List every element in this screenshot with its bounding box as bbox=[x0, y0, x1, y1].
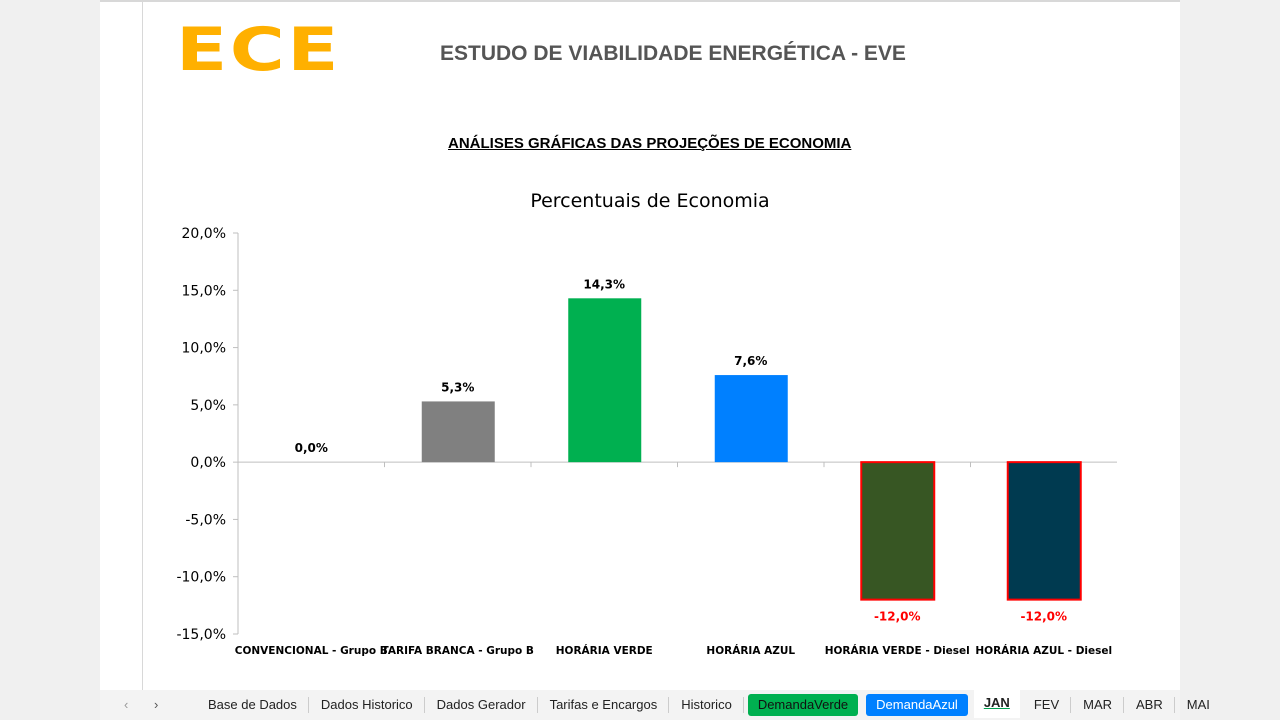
column-divider bbox=[142, 0, 143, 690]
sheet-tab-base-de-dados[interactable]: Base de Dados bbox=[208, 697, 297, 712]
sheet-tab-historico[interactable]: Historico bbox=[681, 697, 732, 712]
tab-scroll-prev[interactable]: ‹ bbox=[124, 697, 129, 712]
sheet-tabs-bar: ‹ › Base de Dados Dados Historico Dados Ge… bbox=[100, 690, 1210, 720]
tab-separator bbox=[742, 697, 744, 713]
tab-separator bbox=[536, 697, 538, 713]
tab-separator bbox=[1173, 697, 1175, 713]
tab-separator bbox=[423, 697, 425, 713]
worksheet bbox=[100, 0, 1180, 692]
tab-separator bbox=[1070, 697, 1072, 713]
sheet-tab-dados-historico[interactable]: Dados Historico bbox=[320, 697, 413, 712]
sheet-tab-abr[interactable]: ABR bbox=[1136, 697, 1163, 712]
sheet-tab-dados-gerador[interactable]: Dados Gerador bbox=[436, 697, 526, 712]
sheet-tab-demandaverde[interactable]: DemandaVerde bbox=[747, 694, 859, 716]
sheet-tab-fev[interactable]: FEV bbox=[1033, 697, 1060, 712]
section-subtitle: ANÁLISES GRÁFICAS DAS PROJEÇÕES DE ECONO… bbox=[448, 135, 852, 152]
tab-separator bbox=[1123, 697, 1125, 713]
page-title: ESTUDO DE VIABILIDADE ENERGÉTICA - EVE bbox=[440, 42, 906, 65]
tab-separator bbox=[668, 697, 670, 713]
sheet-tab-mar[interactable]: MAR bbox=[1083, 697, 1113, 712]
tab-scroll-next[interactable]: › bbox=[154, 697, 159, 712]
sheet-tab-jan[interactable]: JAN bbox=[973, 690, 1020, 718]
ece-logo: ECE bbox=[176, 15, 342, 85]
tab-separator bbox=[307, 697, 309, 713]
sheet-tab-tarifas-e-encargos[interactable]: Tarifas e Encargos bbox=[549, 697, 658, 712]
sheet-tab-mai[interactable]: MAI bbox=[1186, 697, 1210, 712]
sheet-tab-demandaazul[interactable]: DemandaAzul bbox=[866, 694, 968, 716]
